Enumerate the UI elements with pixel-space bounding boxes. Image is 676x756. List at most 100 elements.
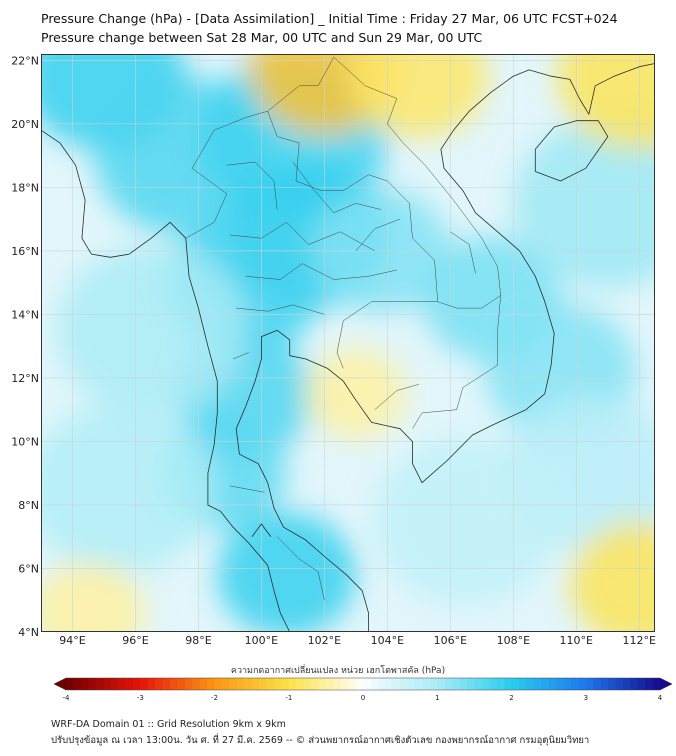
pressure-change-map bbox=[41, 54, 655, 632]
lon-tick-label: 98°E bbox=[185, 634, 211, 647]
lon-axis: 94°E 96°E 98°E 100°E 102°E 104°E 106°E 108°E 110… bbox=[59, 634, 656, 647]
border-segment bbox=[292, 161, 382, 214]
chart-title: Pressure Change (hPa) - [Data Assimilati… bbox=[41, 11, 618, 26]
colorbar-cell bbox=[615, 678, 624, 690]
border-segment bbox=[229, 485, 265, 493]
colorbar-cell bbox=[184, 678, 193, 690]
colorbar-cell bbox=[511, 678, 520, 690]
colorbar-cell bbox=[400, 678, 408, 690]
colorbar-cell bbox=[214, 678, 223, 690]
lon-tick-label: 100°E bbox=[245, 634, 278, 647]
coastline-segment bbox=[251, 523, 272, 537]
lon-tick-label: 102°E bbox=[308, 634, 341, 647]
footer-model-info: WRF-DA Domain 01 :: Grid Resolution 9km … bbox=[51, 719, 286, 730]
border-segment bbox=[412, 295, 501, 429]
field-blob bbox=[513, 118, 655, 289]
colorbar-cell bbox=[340, 678, 349, 690]
coastline-segment bbox=[534, 120, 609, 182]
colorbar-cell bbox=[236, 678, 245, 690]
colorbar-cell bbox=[266, 678, 275, 690]
colorbar-cell bbox=[95, 678, 104, 690]
field-blob bbox=[41, 404, 215, 575]
lat-tick-label: 8°N bbox=[18, 499, 39, 512]
chart-subtitle: Pressure change between Sat 28 Mar, 00 U… bbox=[41, 30, 483, 45]
border-segment bbox=[355, 218, 401, 252]
colorbar-min-extension bbox=[54, 678, 66, 690]
colorbar-cell bbox=[103, 678, 111, 690]
lat-tick-label: 14°N bbox=[11, 308, 39, 321]
lat-axis: 22°N 20°N 18°N 16°N 14°N 12°N 10°N 8°N 6°N 4°N bbox=[11, 54, 39, 639]
lon-tick-label: 112°E bbox=[623, 634, 656, 647]
colorbar-cell bbox=[296, 678, 304, 690]
colorbar-cell bbox=[155, 678, 163, 690]
field-blob bbox=[570, 522, 655, 632]
colorbar-cell bbox=[348, 678, 356, 690]
colorbar: -4 -3 -2 -1 0 1 2 3 4 bbox=[54, 677, 672, 702]
colorbar-cell bbox=[288, 678, 297, 690]
colorbar-cell bbox=[518, 678, 527, 690]
colorbar-cell bbox=[578, 678, 587, 690]
colorbar-tick-label: 0 bbox=[361, 694, 365, 702]
colorbar-cell bbox=[437, 678, 446, 690]
colorbar-cell bbox=[80, 678, 89, 690]
colorbar-tick-label: 4 bbox=[658, 694, 663, 702]
colorbar-cell bbox=[169, 678, 178, 690]
colorbar-cell bbox=[333, 678, 342, 690]
border-segment bbox=[450, 231, 476, 274]
colorbar-cell bbox=[251, 678, 260, 690]
lon-tick-label: 106°E bbox=[434, 634, 467, 647]
colorbar-cell bbox=[481, 678, 490, 690]
colorbar-tick-label: -1 bbox=[285, 694, 292, 702]
field-blob bbox=[41, 561, 145, 632]
colorbar-cell bbox=[355, 678, 364, 690]
colorbar-tick-label: 3 bbox=[584, 694, 588, 702]
colorbar-cell bbox=[385, 678, 394, 690]
coastline bbox=[41, 63, 655, 632]
colorbar-cell bbox=[221, 678, 230, 690]
lon-tick-label: 96°E bbox=[122, 634, 148, 647]
colorbar-cell bbox=[548, 678, 557, 690]
colorbar-tick-label: 2 bbox=[509, 694, 513, 702]
colorbar-cell bbox=[407, 678, 416, 690]
lat-tick-label: 16°N bbox=[11, 245, 39, 258]
lon-tick-label: 94°E bbox=[59, 634, 85, 647]
lat-tick-label: 18°N bbox=[11, 181, 39, 194]
colorbar-cell bbox=[311, 678, 319, 690]
border-segment bbox=[267, 57, 335, 112]
colorbar-cell bbox=[600, 678, 609, 690]
colorbar-cell bbox=[541, 678, 550, 690]
colorbar-cell bbox=[73, 678, 82, 690]
colorbar-cell bbox=[585, 678, 594, 690]
colorbar-tick-label: -4 bbox=[63, 694, 71, 702]
colorbar-cell bbox=[422, 678, 431, 690]
lat-tick-label: 6°N bbox=[18, 562, 39, 575]
border-segment bbox=[374, 384, 419, 410]
colorbar-cell bbox=[325, 678, 334, 690]
lat-tick-label: 10°N bbox=[11, 435, 39, 448]
colorbar-cell bbox=[489, 678, 498, 690]
colorbar-cell bbox=[570, 678, 579, 690]
colorbar-cell bbox=[259, 678, 267, 690]
border-segment bbox=[226, 161, 278, 210]
lat-tick-label: 20°N bbox=[11, 118, 39, 131]
colorbar-cell bbox=[363, 678, 371, 690]
colorbar-tick-label: -3 bbox=[137, 694, 144, 702]
border-segment bbox=[333, 57, 501, 309]
field-blob bbox=[305, 348, 407, 440]
field-blob bbox=[217, 512, 356, 632]
colorbar-cell bbox=[452, 678, 460, 690]
field-blob bbox=[557, 54, 655, 150]
colorbar-cell bbox=[244, 678, 253, 690]
colorbar-max-extension bbox=[660, 678, 672, 690]
colorbar-cell bbox=[622, 678, 631, 690]
lon-tick-label: 110°E bbox=[560, 634, 593, 647]
colorbar-cell bbox=[593, 678, 601, 690]
coastline-segment bbox=[41, 129, 291, 632]
border-segment bbox=[233, 352, 249, 360]
colorbar-cell bbox=[199, 678, 208, 690]
colorbar-cell bbox=[125, 678, 134, 690]
colorbar-cell bbox=[162, 678, 171, 690]
colorbar-cell bbox=[132, 678, 141, 690]
colorbar-title: ความกดอากาศเปลี่ยนแปลง หน่วย เฮกโตพาสคัล… bbox=[230, 666, 446, 676]
footer-credit: ปรับปรุงข้อมูล ณ เวลา 13:00น. วัน ศ. ที่… bbox=[51, 735, 590, 746]
